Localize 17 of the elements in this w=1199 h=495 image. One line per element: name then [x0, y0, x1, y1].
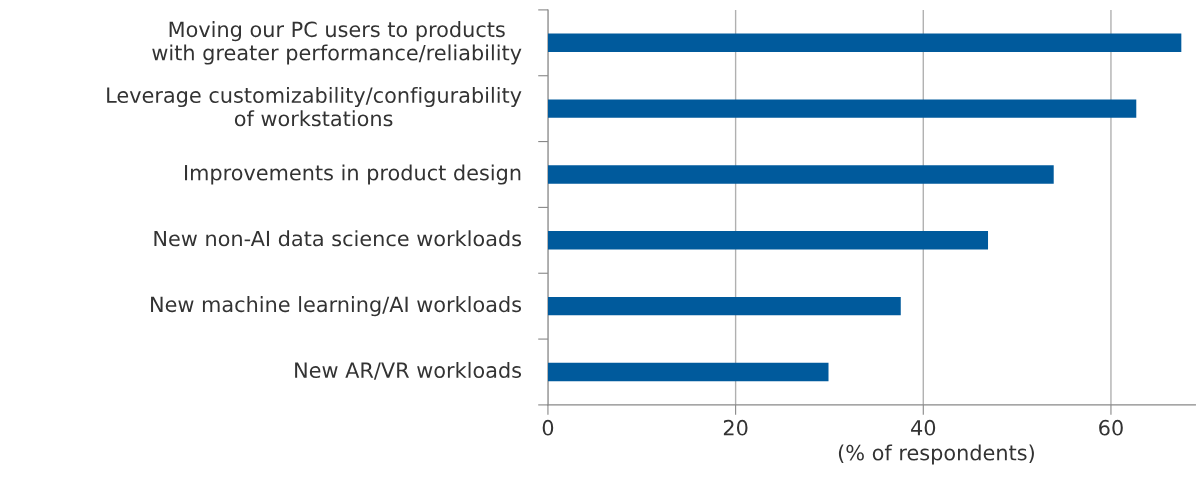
- bar: [547, 165, 1054, 184]
- y-tick-label: New non-AI data science workloads: [154, 230, 522, 247]
- x-axis-title: (% of respondents): [838, 444, 1034, 465]
- bar: [547, 231, 989, 250]
- y-tick-label: New AR/VR workloads: [295, 361, 522, 380]
- x-tick-label: 40: [911, 419, 936, 436]
- x-tick-label: 0: [542, 419, 554, 436]
- bar: [547, 33, 1182, 53]
- x-tick-label: 20: [723, 419, 748, 436]
- x-tick-label: 60: [1099, 419, 1123, 436]
- bar: [547, 362, 829, 382]
- y-tick-label: Leverage customizability/configurability of workstations: [107, 86, 522, 127]
- y-tick-label: Improvements in product design: [185, 164, 521, 185]
- y-tick-label: New machine learning/AI workloads: [151, 296, 522, 317]
- bar: [547, 296, 901, 316]
- y-tick-label: Moving our PC users to products with greater performance/reliability: [152, 21, 522, 65]
- bar: [547, 99, 1137, 118]
